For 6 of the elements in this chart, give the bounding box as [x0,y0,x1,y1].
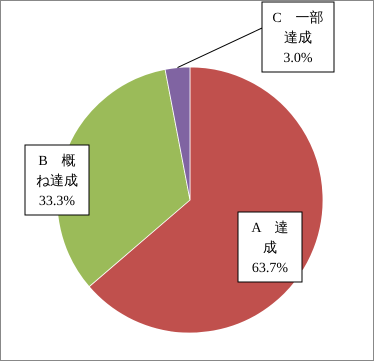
slice-label: B 概ね達成 [36,153,78,189]
slice-label: C 一部達成 [272,10,324,46]
data-label: 3.0% [283,51,313,66]
data-label: 33.3% [38,194,76,209]
data-label: 63.7% [252,261,288,276]
slice-label: A 達成 [251,220,289,256]
